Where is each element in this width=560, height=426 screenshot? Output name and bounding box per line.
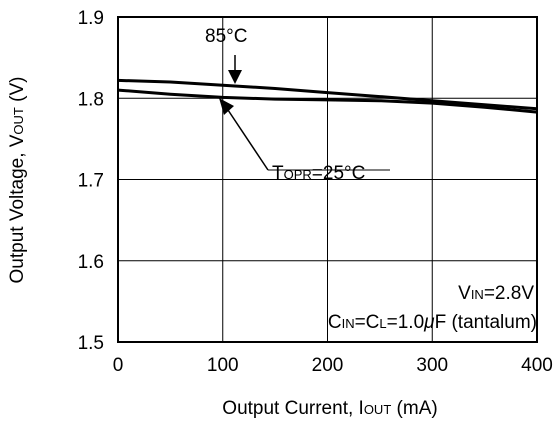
annotation-85c-arrowhead — [228, 70, 242, 84]
annotation-cap-c1: C — [328, 312, 342, 333]
x-tick-label-4: 400 — [521, 355, 553, 376]
x-axis-label-sub: OUT — [364, 402, 392, 417]
series-group — [117, 78, 538, 114]
series-line-0 — [117, 78, 538, 111]
annotation-topr: TOPR=25°C — [272, 163, 365, 184]
annotation-cap-mu: μ — [423, 312, 435, 333]
annotation-cap-val: =1.0 — [387, 312, 425, 333]
x-axis-label-unit: (mA) — [391, 398, 437, 419]
annotation-capacitor: CIN=CL=1.0μF (tantalum) — [328, 312, 537, 333]
annotation-cap-s1: IN — [342, 316, 355, 331]
x-axis-label-sym: I — [359, 398, 364, 419]
y-axis-label: Output Voltage, VOUT (V) — [7, 76, 28, 283]
y-tick-label-0: 1.5 — [78, 333, 104, 354]
y-tick-label-4: 1.9 — [78, 8, 104, 29]
x-axis-label-main: Output Current, — [222, 398, 358, 419]
x-tick-label-1: 100 — [207, 355, 239, 376]
x-tick-label-0: 0 — [113, 355, 124, 376]
plot-frame — [117, 16, 538, 343]
x-tick-label-2: 200 — [312, 355, 344, 376]
annotation-topr-arrowhead — [219, 98, 234, 115]
y-tick-labels: 1.5 1.6 1.7 1.8 1.9 — [78, 8, 104, 354]
annotation-cap-s2: L — [379, 316, 386, 331]
x-tick-label-3: 300 — [416, 355, 448, 376]
y-tick-label-1: 1.6 — [78, 252, 104, 273]
y-axis-label-sub: OUT — [11, 107, 26, 135]
annotation-vin-sub: IN — [471, 287, 484, 302]
y-tick-label-2: 1.7 — [78, 171, 104, 192]
x-axis-label: Output Current, IOUT (mA) — [222, 398, 437, 419]
annotation-topr-sym: T — [272, 163, 284, 184]
y-axis-label-unit: (V) — [7, 76, 28, 107]
y-axis-label-main: Output Voltage, — [7, 147, 28, 283]
annotation-vin-sym: V — [458, 283, 471, 304]
annotation-85c: 85°C — [205, 26, 247, 47]
grid — [118, 17, 537, 342]
y-axis-label-sym: V — [7, 134, 28, 147]
x-tick-labels: 0 100 200 300 400 — [113, 355, 553, 376]
annotation-topr-sub: OPR — [284, 167, 312, 182]
annotation-topr-arrow-line — [227, 109, 269, 171]
annotation-cap-end: F (tantalum) — [435, 312, 537, 333]
annotation-cap-mid: =C — [355, 312, 380, 333]
annotation-vin: VIN=2.8V — [458, 283, 534, 304]
annotation-topr-val: =25°C — [312, 163, 366, 184]
series-line-1 — [117, 88, 538, 114]
annotation-vin-val: =2.8V — [484, 283, 535, 304]
y-tick-label-3: 1.8 — [78, 89, 104, 110]
